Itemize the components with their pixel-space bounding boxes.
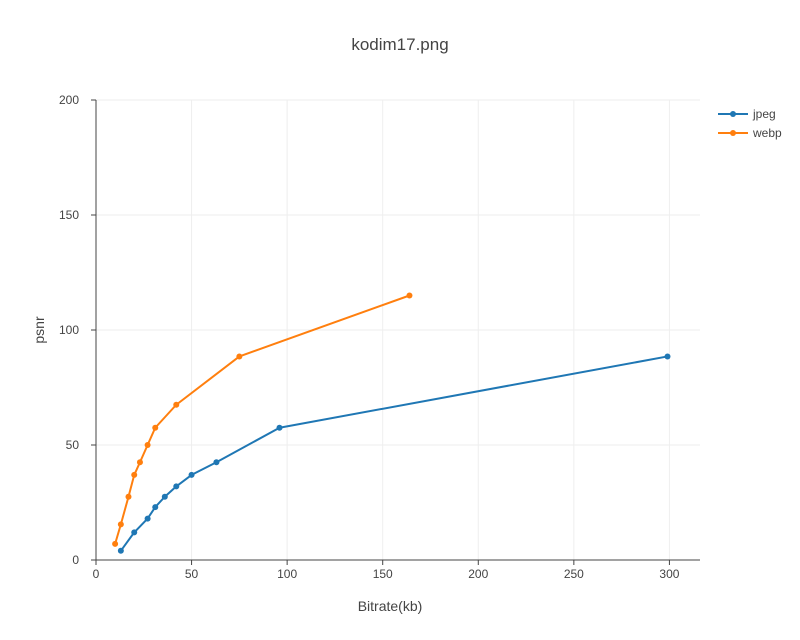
x-tick-label: 0 <box>93 567 100 581</box>
legend[interactable]: jpeg webp <box>718 107 782 140</box>
data-point-jpeg[interactable] <box>276 424 283 431</box>
series-layer <box>112 292 671 554</box>
series-line-jpeg <box>120 355 668 552</box>
data-point-webp[interactable] <box>117 521 124 528</box>
data-point-jpeg[interactable] <box>131 529 138 536</box>
data-point-jpeg[interactable] <box>117 547 124 554</box>
x-tick-label: 50 <box>185 567 199 581</box>
data-point-jpeg[interactable] <box>144 515 151 522</box>
y-tick-label: 100 <box>59 323 79 337</box>
data-point-webp[interactable] <box>236 353 243 360</box>
series-webp <box>112 292 413 547</box>
legend-item-webp[interactable]: webp <box>718 126 782 140</box>
data-point-jpeg[interactable] <box>173 483 180 490</box>
data-point-webp[interactable] <box>406 292 413 299</box>
y-tick-label: 150 <box>59 208 79 222</box>
y-tick-label: 50 <box>66 438 80 452</box>
chart-title: kodim17.png <box>351 35 448 54</box>
data-point-jpeg[interactable] <box>161 493 168 500</box>
legend-swatch-marker <box>730 130 736 136</box>
x-axis-title: Bitrate(kb) <box>358 598 423 614</box>
data-point-jpeg[interactable] <box>188 471 195 478</box>
data-point-webp[interactable] <box>152 424 159 431</box>
legend-item-jpeg[interactable]: jpeg <box>718 107 776 121</box>
data-point-jpeg[interactable] <box>213 459 220 466</box>
x-tick-label: 100 <box>277 567 297 581</box>
series-line-webp <box>114 294 410 545</box>
x-axis-ticks: 0 50 100 150 200 250 300 <box>93 560 680 581</box>
x-tick-label: 250 <box>564 567 584 581</box>
x-tick-label: 150 <box>373 567 393 581</box>
data-point-jpeg[interactable] <box>664 353 671 360</box>
x-tick-label: 300 <box>659 567 679 581</box>
series-jpeg <box>117 353 671 554</box>
legend-swatch-marker <box>730 111 736 117</box>
y-tick-label: 0 <box>72 553 79 567</box>
gridlines <box>96 99 700 560</box>
data-point-webp[interactable] <box>144 442 151 448</box>
data-point-webp[interactable] <box>112 540 119 547</box>
x-tick-label: 200 <box>468 567 488 581</box>
legend-label: webp <box>752 126 782 140</box>
data-point-webp[interactable] <box>125 493 132 500</box>
y-axis-title: psnr <box>31 316 47 344</box>
data-point-webp[interactable] <box>131 471 138 478</box>
data-point-jpeg[interactable] <box>152 504 159 511</box>
y-axis-ticks: 0 50 100 150 200 <box>59 93 96 567</box>
data-point-webp[interactable] <box>173 401 180 408</box>
legend-label: jpeg <box>752 107 776 121</box>
data-point-webp[interactable] <box>136 459 143 466</box>
y-tick-label: 200 <box>59 93 79 107</box>
